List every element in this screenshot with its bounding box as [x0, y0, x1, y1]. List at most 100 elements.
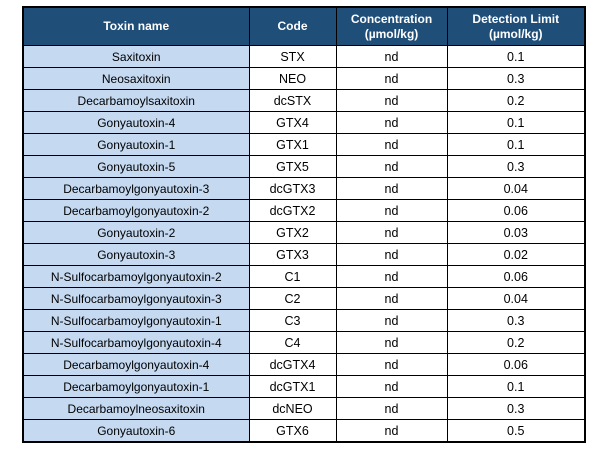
concentration-cell: nd	[335, 133, 448, 156]
header-detection-limit-label: Detection Limit	[472, 11, 560, 26]
table-row: Gonyautoxin-6 GTX6 nd 0.5	[22, 419, 586, 443]
table-row: N-Sulfocarbamoylgonyautoxin-4 C4 nd 0.2	[22, 331, 586, 354]
table-row: Gonyautoxin-2 GTX2 nd 0.03	[22, 221, 586, 244]
toxin-name-cell: Gonyautoxin-4	[22, 111, 250, 134]
table-row: Decarbamoylneosaxitoxin dcNEO nd 0.3	[22, 397, 586, 420]
code-cell: C2	[248, 287, 337, 310]
concentration-cell: nd	[335, 265, 448, 288]
detection-limit-cell: 0.1	[446, 111, 586, 134]
concentration-cell: nd	[335, 287, 448, 310]
detection-limit-cell: 0.04	[446, 177, 586, 200]
concentration-cell: nd	[335, 67, 448, 90]
code-cell: NEO	[248, 67, 337, 90]
code-cell: dcGTX1	[248, 375, 337, 398]
concentration-cell: nd	[335, 221, 448, 244]
code-cell: STX	[248, 45, 337, 68]
code-cell: GTX2	[248, 221, 337, 244]
concentration-cell: nd	[335, 111, 448, 134]
table-row: N-Sulfocarbamoylgonyautoxin-3 C2 nd 0.04	[22, 287, 586, 310]
detection-limit-cell: 0.1	[446, 375, 586, 398]
header-code: Code	[248, 6, 337, 46]
concentration-cell: nd	[335, 199, 448, 222]
detection-limit-cell: 0.03	[446, 221, 586, 244]
detection-limit-cell: 0.06	[446, 353, 586, 376]
concentration-cell: nd	[335, 45, 448, 68]
table-body: Saxitoxin STX nd 0.1 Neosaxitoxin NEO nd 0.3 Dec…	[22, 45, 586, 443]
table-row: Gonyautoxin-3 GTX3 nd 0.02	[22, 243, 586, 266]
toxin-name-cell: N-Sulfocarbamoylgonyautoxin-4	[22, 331, 250, 354]
toxin-name-cell: Decarbamoylsaxitoxin	[22, 89, 250, 112]
toxin-name-cell: Gonyautoxin-6	[22, 419, 250, 443]
detection-limit-cell: 0.3	[446, 67, 586, 90]
toxin-name-cell: N-Sulfocarbamoylgonyautoxin-2	[22, 265, 250, 288]
table-row: Decarbamoylsaxitoxin dcSTX nd 0.2	[22, 89, 586, 112]
toxin-name-cell: Decarbamoylgonyautoxin-1	[22, 375, 250, 398]
detection-limit-cell: 0.02	[446, 243, 586, 266]
code-cell: GTX6	[248, 419, 337, 443]
detection-limit-cell: 0.2	[446, 331, 586, 354]
header-row: Toxin name Code Concentration (µmol/kg) …	[22, 6, 586, 46]
toxin-name-cell: Gonyautoxin-2	[22, 221, 250, 244]
table-row: Saxitoxin STX nd 0.1	[22, 45, 586, 68]
concentration-cell: nd	[335, 375, 448, 398]
detection-limit-cell: 0.2	[446, 89, 586, 112]
code-cell: GTX1	[248, 133, 337, 156]
toxin-name-cell: N-Sulfocarbamoylgonyautoxin-3	[22, 287, 250, 310]
concentration-cell: nd	[335, 309, 448, 332]
code-cell: C3	[248, 309, 337, 332]
header-detection-limit: Detection Limit (µmol/kg)	[446, 6, 586, 46]
code-cell: GTX5	[248, 155, 337, 178]
code-cell: dcGTX4	[248, 353, 337, 376]
detection-limit-cell: 0.1	[446, 45, 586, 68]
concentration-cell: nd	[335, 177, 448, 200]
detection-limit-cell: 0.1	[446, 133, 586, 156]
code-cell: GTX4	[248, 111, 337, 134]
code-cell: C4	[248, 331, 337, 354]
header-concentration: Concentration (µmol/kg)	[335, 6, 448, 46]
toxin-detection-table: Toxin name Code Concentration (µmol/kg) …	[22, 6, 586, 443]
concentration-cell: nd	[335, 353, 448, 376]
table-row: N-Sulfocarbamoylgonyautoxin-1 C3 nd 0.3	[22, 309, 586, 332]
table-row: Neosaxitoxin NEO nd 0.3	[22, 67, 586, 90]
concentration-cell: nd	[335, 155, 448, 178]
concentration-cell: nd	[335, 397, 448, 420]
concentration-cell: nd	[335, 419, 448, 443]
toxin-name-cell: Decarbamoylgonyautoxin-2	[22, 199, 250, 222]
concentration-cell: nd	[335, 243, 448, 266]
code-cell: dcSTX	[248, 89, 337, 112]
code-cell: dcGTX3	[248, 177, 337, 200]
toxin-name-cell: Decarbamoylgonyautoxin-3	[22, 177, 250, 200]
toxin-name-cell: Decarbamoylgonyautoxin-4	[22, 353, 250, 376]
header-concentration-label: Concentration	[350, 11, 433, 26]
toxin-name-cell: Saxitoxin	[22, 45, 250, 68]
toxin-name-cell: Gonyautoxin-3	[22, 243, 250, 266]
table-row: N-Sulfocarbamoylgonyautoxin-2 C1 nd 0.06	[22, 265, 586, 288]
table-row: Gonyautoxin-4 GTX4 nd 0.1	[22, 111, 586, 134]
toxin-name-cell: Gonyautoxin-5	[22, 155, 250, 178]
detection-limit-cell: 0.3	[446, 155, 586, 178]
detection-limit-cell: 0.3	[446, 309, 586, 332]
concentration-cell: nd	[335, 89, 448, 112]
table-row: Decarbamoylgonyautoxin-1 dcGTX1 nd 0.1	[22, 375, 586, 398]
header-concentration-unit: (µmol/kg)	[364, 26, 419, 41]
table-row: Decarbamoylgonyautoxin-4 dcGTX4 nd 0.06	[22, 353, 586, 376]
header-toxin-name-label: Toxin name	[103, 19, 170, 33]
header-toxin-name: Toxin name	[22, 6, 250, 46]
code-cell: C1	[248, 265, 337, 288]
table-row: Decarbamoylgonyautoxin-2 dcGTX2 nd 0.06	[22, 199, 586, 222]
table-row: Gonyautoxin-1 GTX1 nd 0.1	[22, 133, 586, 156]
detection-limit-cell: 0.04	[446, 287, 586, 310]
detection-limit-cell: 0.3	[446, 397, 586, 420]
toxin-name-cell: N-Sulfocarbamoylgonyautoxin-1	[22, 309, 250, 332]
concentration-cell: nd	[335, 331, 448, 354]
code-cell: GTX3	[248, 243, 337, 266]
header-detection-limit-unit: (µmol/kg)	[488, 26, 543, 41]
toxin-name-cell: Decarbamoylneosaxitoxin	[22, 397, 250, 420]
detection-limit-cell: 0.06	[446, 199, 586, 222]
code-cell: dcGTX2	[248, 199, 337, 222]
toxin-name-cell: Neosaxitoxin	[22, 67, 250, 90]
code-cell: dcNEO	[248, 397, 337, 420]
detection-limit-cell: 0.06	[446, 265, 586, 288]
toxin-name-cell: Gonyautoxin-1	[22, 133, 250, 156]
